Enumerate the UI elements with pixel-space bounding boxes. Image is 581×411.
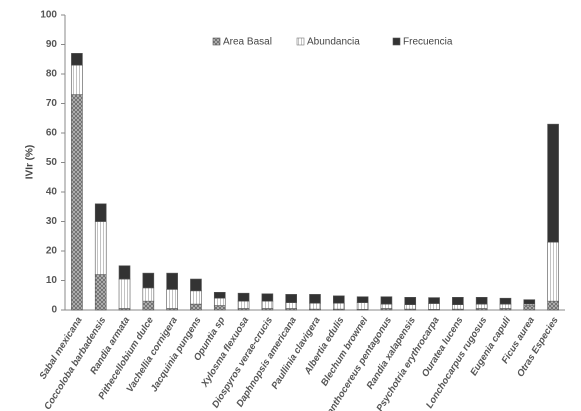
bar-segment <box>213 297 226 306</box>
legend-label: Abundancia <box>307 37 360 48</box>
bar-segment <box>475 303 488 309</box>
bar-segment <box>213 305 226 311</box>
bar-segment <box>356 296 369 303</box>
bar-segment <box>452 297 464 305</box>
bar-segment <box>547 300 559 311</box>
bar-segment <box>309 302 321 310</box>
bar-segment <box>237 292 250 302</box>
y-tick-label: 10 <box>46 275 58 286</box>
bar-segment <box>142 300 155 311</box>
bar-segment <box>404 304 417 310</box>
bar-segment <box>452 304 464 310</box>
bar-segment <box>523 299 536 305</box>
bar-segment <box>499 303 512 309</box>
legend-swatch <box>296 37 305 46</box>
bar-segment <box>547 123 559 243</box>
bar-segment <box>380 296 393 305</box>
bar-segment <box>237 300 250 309</box>
y-tick-label: 70 <box>46 98 58 109</box>
y-tick-label: 60 <box>46 128 58 139</box>
bar-segment <box>190 290 202 305</box>
bar-segment <box>523 305 536 311</box>
bar-segment <box>285 302 297 309</box>
bar-segment <box>71 94 83 311</box>
y-tick-label: 30 <box>46 216 58 227</box>
bar-segment <box>428 303 440 310</box>
y-tick-label: 0 <box>51 305 57 316</box>
bar-segment <box>213 291 226 299</box>
bar-segment <box>142 272 155 289</box>
legend-label: Area Basal <box>223 37 272 48</box>
bar-segment <box>309 294 321 304</box>
bar-segment <box>356 302 369 310</box>
bar-segment <box>428 297 440 304</box>
bar-segment <box>261 300 274 309</box>
legend-swatch <box>212 37 221 46</box>
bar-segment <box>333 295 345 304</box>
bar-segment <box>547 241 559 302</box>
y-tick-label: 20 <box>46 246 58 257</box>
bar-segment <box>94 221 107 275</box>
bar-segment <box>94 274 107 311</box>
legend-label: Frecuencia <box>403 37 453 48</box>
bar-segment <box>166 272 178 290</box>
bar-segment <box>499 297 512 305</box>
legend-swatch <box>392 37 401 46</box>
bar-segment <box>166 289 178 309</box>
bar-segment <box>380 303 393 309</box>
bar-segment <box>118 265 131 280</box>
y-tick-label: 40 <box>46 187 58 198</box>
bar-segment <box>333 302 345 310</box>
y-axis-label: IVIr (%) <box>25 145 36 179</box>
bar-segment <box>118 278 131 309</box>
bar-segment <box>94 203 107 222</box>
bar-segment <box>404 297 417 305</box>
y-tick-label: 100 <box>40 10 57 21</box>
bar-segment <box>142 287 155 302</box>
bar-segment <box>285 294 297 303</box>
bar-segment <box>71 53 83 66</box>
y-tick-label: 80 <box>46 69 58 80</box>
bar-segment <box>261 293 274 302</box>
bar-segment <box>71 64 83 95</box>
bar-segment <box>190 278 202 292</box>
y-tick-label: 90 <box>46 39 58 50</box>
y-tick-label: 50 <box>46 157 58 168</box>
bar-segment <box>190 303 202 311</box>
bar-segment <box>475 297 488 305</box>
